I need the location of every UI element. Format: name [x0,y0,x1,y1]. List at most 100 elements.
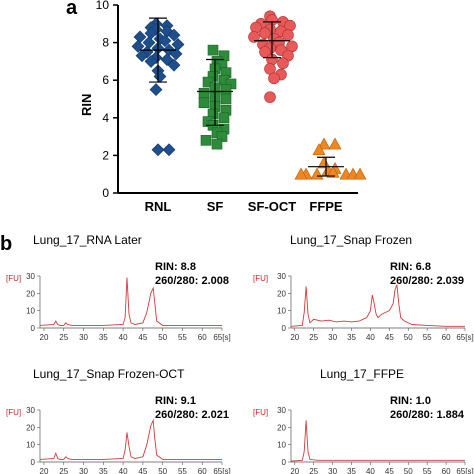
trace-x-tick-label: 40 [119,467,128,474]
trace-x-tick-label: 50 [404,467,413,474]
trace-x-tick-label: 35 [347,467,356,474]
trace-y-tick-label: 0 [31,324,36,333]
trace-x-tick-label: 55 [423,467,432,474]
category-label: SF-OCT [248,199,296,214]
trace-line [290,420,465,462]
trace-y-tick-label: 20 [277,289,286,298]
series-rnl [131,17,185,157]
data-point [135,49,149,63]
data-point [294,167,308,180]
trace-y-tick-label: 10 [26,441,35,450]
trace-line [39,418,222,460]
data-point [248,31,260,43]
y-tick-label: 2 [102,148,109,162]
trace-title: Lung_17_Snap Frozen [290,233,412,247]
data-point [312,143,326,156]
y-tick-label: 6 [102,73,109,87]
trace-x-tick-label: 40 [119,333,128,342]
data-point [277,57,289,70]
trace-x-tick-label: 45 [385,333,394,342]
data-point [131,39,145,53]
data-point [218,112,230,124]
trace-panel-2: Lung_17_Snap Frozen RIN: 6.8 260/280: 2.03… [253,233,474,342]
trace-y-tick-label: 0 [282,458,287,467]
trace-x-tick-label: 55 [178,467,187,474]
trace-x-tick-label: 55 [178,333,187,342]
trace-y-tick-label: 10 [277,307,286,316]
y-tick-label: 8 [102,36,109,50]
ratio-value: 260/280: 1.884 [390,409,465,421]
trace-line [39,277,222,326]
trace-y-tick-label: 30 [277,406,286,415]
series-sf [197,44,237,150]
trace-title: Lung_17_Snap Frozen-OCT [33,367,185,381]
trace-x-tick-label: 30 [79,467,88,474]
ratio-value: 260/280: 2.008 [155,275,229,287]
trace-x-tick-label: 35 [99,333,108,342]
category-label: RNL [145,199,172,214]
data-point [353,167,367,180]
fu-unit-label: [FU] [253,408,268,417]
trace-y-tick-label: 20 [277,423,286,432]
trace-x-tick-label: 30 [328,467,337,474]
trace-x-tick-label: 65[s] [456,333,473,342]
trace-y-tick-label: 0 [31,458,36,467]
trace-x-tick-label: 65[s] [213,333,230,342]
trace-title: Lung_17_FFPE [320,367,404,381]
trace-line [290,284,465,327]
data-point [167,28,181,42]
y-tick-label: 0 [102,186,109,200]
data-point [264,91,276,103]
trace-y-tick-label: 30 [26,272,35,281]
data-point [326,165,340,178]
data-point [151,143,165,157]
ratio-value: 260/280: 2.021 [155,409,229,421]
trace-x-tick-label: 45 [385,467,394,474]
trace-x-tick-label: 25 [59,333,68,342]
trace-x-tick-label: 50 [158,467,167,474]
trace-x-tick-label: 60 [198,333,207,342]
trace-x-tick-label: 35 [347,333,356,342]
trace-x-tick-label: 20 [40,333,49,342]
trace-y-tick-label: 10 [277,441,286,450]
trace-x-tick-label: 25 [59,467,68,474]
rin-axis-label: RIN [79,94,94,116]
fu-unit-label: [FU] [6,408,21,417]
data-point [282,29,294,41]
trace-x-tick-label: 45 [138,467,147,474]
rin-value: RIN: 6.8 [390,261,431,273]
rin-value: RIN: 8.8 [155,261,196,273]
trace-x-tick-label: 65[s] [213,467,230,474]
data-point [220,84,232,95]
trace-x-tick-label: 20 [290,467,299,474]
data-point [144,54,158,68]
data-point [198,97,210,109]
electropherogram-panels: Lung_17_RNA Later RIN: 8.8 260/280: 2.008 [… [6,233,474,474]
trace-y-tick-label: 30 [277,272,286,281]
y-tick-label: 4 [102,111,109,125]
trace-x-tick-label: 35 [99,467,108,474]
series-ffpe [294,137,367,180]
series-sf-oct [248,10,298,103]
data-point [317,156,331,169]
panel-b-letter: b [0,233,12,255]
rin-value: RIN: 1.0 [390,395,431,407]
data-point [169,47,183,61]
rin-value: RIN: 9.1 [155,395,196,407]
data-point [207,44,219,56]
category-label: SF [207,199,224,214]
data-point [211,138,223,150]
trace-panel-3: Lung_17_Snap Frozen-OCT RIN: 9.1 260/280: … [6,367,231,474]
data-point [317,137,331,150]
trace-x-tick-label: 45 [138,333,147,342]
trace-y-tick-label: 10 [26,307,35,316]
rin-scatter-plot: 0 2 4 6 8 10 RNL SF SF-OCT FFPE [96,0,367,214]
trace-x-tick-label: 60 [442,467,451,474]
trace-x-tick-label: 40 [366,467,375,474]
data-point [200,135,212,146]
y-tick-label: 10 [96,0,110,12]
data-point [162,143,176,157]
fu-unit-label: [FU] [253,274,268,283]
data-point [202,76,214,88]
